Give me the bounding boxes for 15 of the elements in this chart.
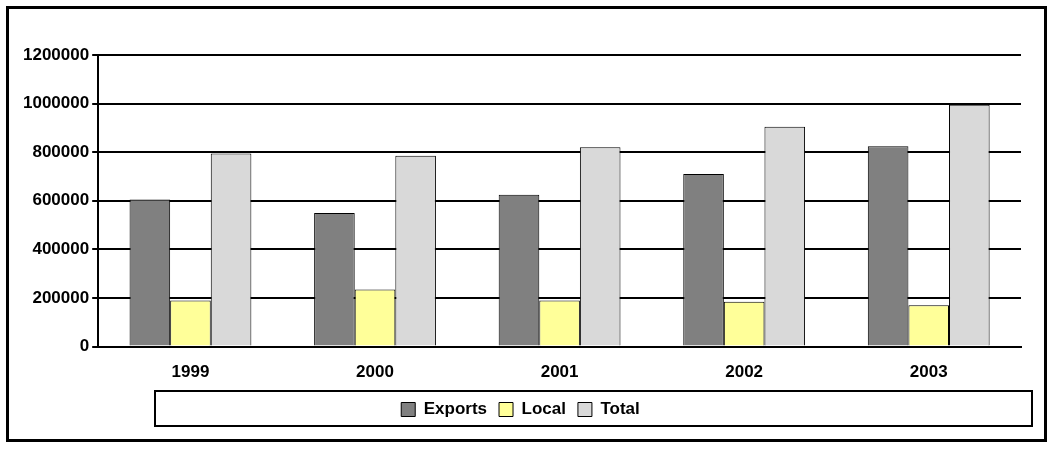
legend-label: Total	[600, 399, 640, 419]
x-tick-label: 2002	[725, 362, 764, 382]
x-tick-label: 1999	[171, 362, 210, 382]
legend-label: Local	[521, 399, 566, 419]
x-tick-label: 2000	[356, 362, 394, 382]
y-tick-label: 1000000	[22, 93, 90, 113]
y-tick-label: 600000	[32, 190, 90, 210]
x-tick-label: 2003	[909, 362, 948, 382]
y-tick-label: 0	[79, 336, 90, 356]
y-tick-label: 400000	[32, 239, 90, 259]
legend-label: Exports	[423, 399, 488, 419]
x-tick-label: 2001	[540, 362, 579, 382]
y-tick-label: 200000	[32, 287, 90, 307]
y-tick-label: 800000	[32, 141, 90, 161]
y-tick-label: 1200000	[22, 44, 90, 64]
